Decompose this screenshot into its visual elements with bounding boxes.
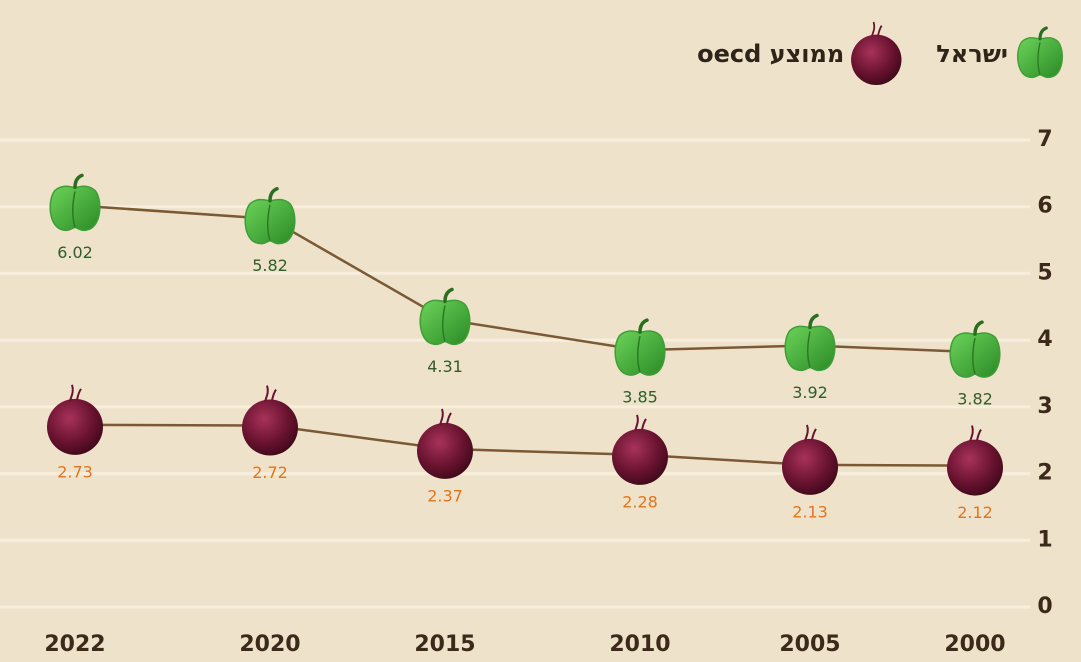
pepper-stem: [638, 318, 649, 334]
pepper-fold: [72, 191, 76, 228]
x-tick-label: 2015: [414, 632, 475, 657]
value-label: 2.37: [427, 486, 463, 505]
value-label: 2.73: [57, 462, 93, 481]
y-tick-label: 4: [1037, 327, 1052, 352]
pepper-fold: [807, 331, 811, 368]
onion-body: [242, 399, 298, 456]
onion-marker: [242, 385, 298, 456]
onion-body: [947, 439, 1003, 496]
y-tick-label: 1: [1037, 527, 1052, 552]
x-tick-label: 2010: [609, 632, 670, 657]
y-tick-label: 0: [1037, 594, 1052, 619]
onion-marker: [417, 408, 473, 479]
series-line: [74, 204, 976, 354]
pepper-marker: [419, 287, 471, 346]
value-label: 3.85: [622, 388, 658, 407]
pepper-marker: [244, 186, 296, 245]
pepper-stem: [73, 173, 84, 190]
pepper-stem: [808, 313, 819, 330]
value-label: 2.12: [957, 503, 993, 522]
pepper-fold: [267, 204, 271, 241]
pepper-marker: [49, 173, 101, 232]
onion-tip: [969, 425, 982, 442]
value-label: 5.82: [252, 256, 288, 275]
onion-marker: [782, 424, 838, 495]
y-tick-label: 6: [1037, 194, 1052, 219]
onion-tip: [439, 408, 452, 426]
onion-body: [851, 34, 902, 85]
x-tick-label: 2020: [239, 632, 300, 657]
onion-marker: [947, 425, 1003, 496]
pepper-fold: [972, 337, 976, 375]
x-tick-label: 2000: [944, 632, 1005, 657]
pepper-fold: [442, 305, 446, 342]
onion-body: [612, 428, 668, 485]
value-label: 3.92: [792, 383, 828, 402]
value-label: 2.72: [252, 463, 288, 482]
y-tick-label: 2: [1037, 461, 1052, 486]
legend-marker: [1017, 26, 1063, 79]
onion-tip: [264, 385, 277, 402]
onion-tip: [870, 21, 883, 37]
onion-body: [782, 438, 838, 495]
onion-marker: [47, 384, 103, 455]
x-tick-label: 2022: [44, 632, 105, 657]
onion-body: [47, 398, 103, 455]
legend-marker: [851, 21, 902, 85]
pepper-marker: [949, 320, 1001, 378]
onion-tip: [634, 414, 647, 432]
pepper-stem: [1038, 26, 1048, 41]
value-label: 2.28: [622, 492, 658, 511]
y-tick-label: 3: [1037, 394, 1052, 419]
pepper-marker: [784, 313, 836, 372]
onion-tip: [804, 424, 817, 442]
onion-marker: [612, 414, 668, 485]
pepper-fold: [637, 335, 641, 373]
onion-body: [417, 422, 473, 479]
pepper-fold: [1037, 42, 1041, 75]
onion-tip: [69, 384, 82, 402]
y-tick-label: 5: [1037, 260, 1052, 285]
value-label: 2.13: [792, 502, 828, 521]
y-tick-label: 7: [1037, 127, 1052, 152]
value-label: 4.31: [427, 357, 463, 376]
x-tick-label: 2005: [779, 632, 840, 657]
value-label: 6.02: [57, 243, 93, 262]
pepper-stem: [443, 287, 454, 304]
pepper-marker: [614, 318, 666, 376]
legend-label: ישראל: [936, 40, 1008, 68]
pepper-stem: [268, 186, 279, 203]
value-label: 3.82: [957, 390, 993, 409]
pepper-stem: [973, 320, 984, 336]
legend-label: ממוצע oecd: [697, 40, 844, 68]
